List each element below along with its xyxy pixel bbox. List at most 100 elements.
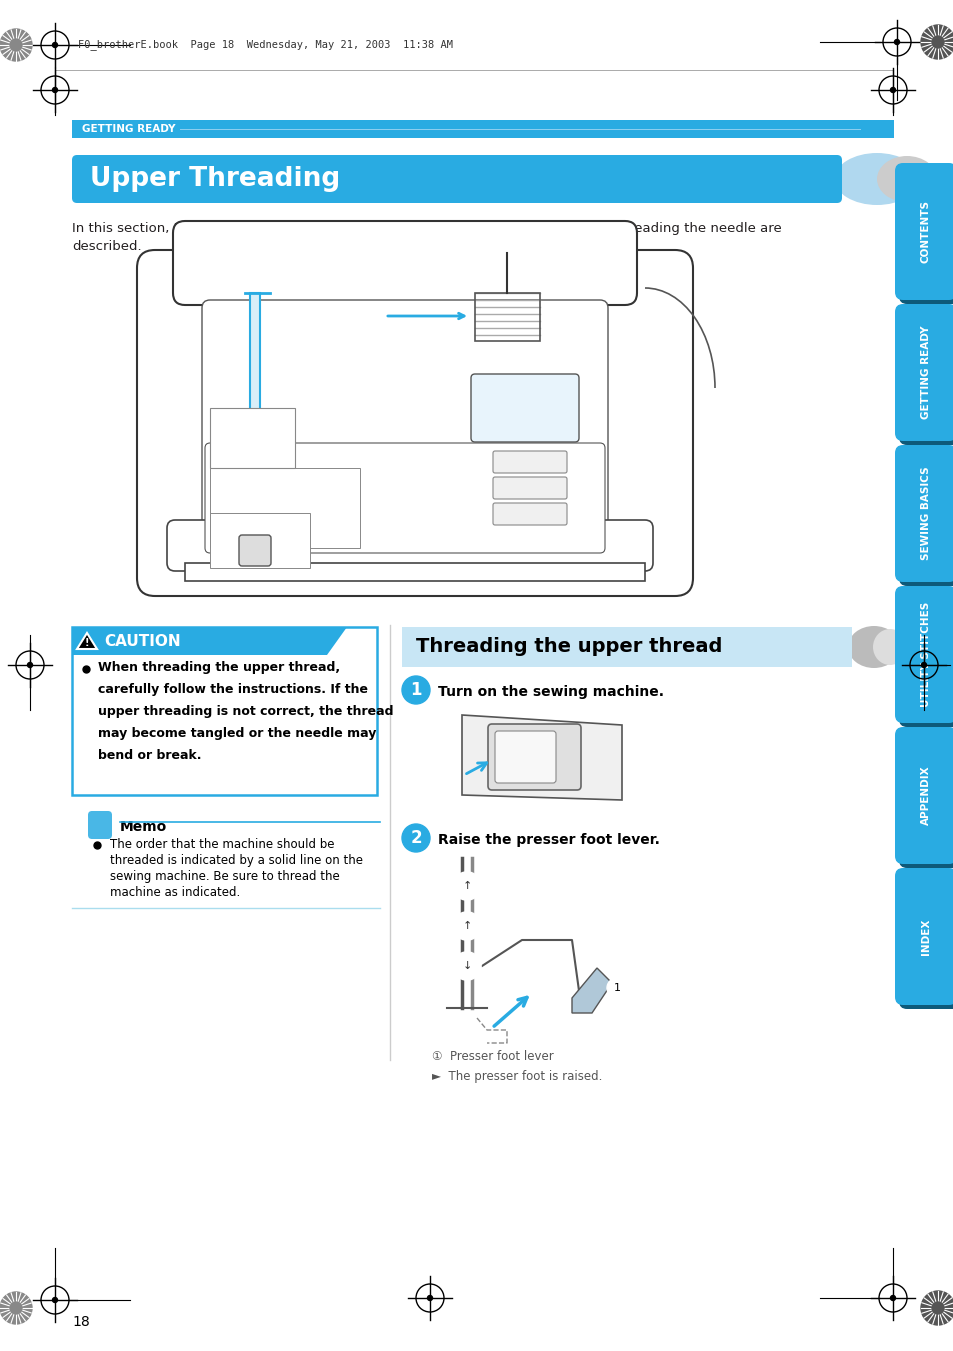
Text: The order that the machine should be: The order that the machine should be <box>110 838 335 851</box>
FancyBboxPatch shape <box>239 535 271 566</box>
Polygon shape <box>77 634 97 648</box>
FancyBboxPatch shape <box>898 308 953 444</box>
Text: ↑: ↑ <box>462 881 471 892</box>
FancyBboxPatch shape <box>894 867 953 1005</box>
Text: Memo: Memo <box>120 820 167 834</box>
Text: upper threading is not correct, the thread: upper threading is not correct, the thre… <box>98 705 393 717</box>
FancyBboxPatch shape <box>493 477 566 499</box>
Circle shape <box>0 28 32 61</box>
Text: !: ! <box>85 638 90 648</box>
FancyBboxPatch shape <box>488 724 580 790</box>
Text: may become tangled or the needle may: may become tangled or the needle may <box>98 727 376 740</box>
Text: CONTENTS: CONTENTS <box>920 200 930 263</box>
Text: described.: described. <box>71 240 141 253</box>
Text: 1: 1 <box>410 681 421 698</box>
Text: F0_brotherE.book  Page 18  Wednesday, May 21, 2003  11:38 AM: F0_brotherE.book Page 18 Wednesday, May … <box>78 39 453 50</box>
Text: Threading the upper thread: Threading the upper thread <box>416 638 721 657</box>
FancyBboxPatch shape <box>894 444 953 582</box>
Text: machine as indicated.: machine as indicated. <box>110 886 240 898</box>
Bar <box>210 408 294 467</box>
Bar <box>210 513 310 567</box>
Text: INDEX: INDEX <box>920 919 930 955</box>
Ellipse shape <box>847 626 899 667</box>
Text: CAUTION: CAUTION <box>104 634 180 648</box>
FancyBboxPatch shape <box>202 300 607 546</box>
Bar <box>401 627 851 667</box>
Ellipse shape <box>834 153 919 205</box>
Circle shape <box>52 88 57 92</box>
Bar <box>210 467 359 549</box>
Bar <box>475 293 539 340</box>
FancyBboxPatch shape <box>493 503 566 526</box>
Circle shape <box>566 345 582 361</box>
Polygon shape <box>71 627 347 655</box>
Bar <box>71 120 893 138</box>
FancyBboxPatch shape <box>898 731 953 867</box>
Text: 1: 1 <box>613 984 619 993</box>
Circle shape <box>10 1302 22 1315</box>
Circle shape <box>920 1292 953 1325</box>
Text: SEWING BASICS: SEWING BASICS <box>920 466 930 561</box>
Circle shape <box>0 1292 32 1324</box>
Text: GETTING READY: GETTING READY <box>920 326 930 419</box>
FancyBboxPatch shape <box>894 586 953 723</box>
Ellipse shape <box>876 155 936 203</box>
Circle shape <box>557 335 593 372</box>
FancyBboxPatch shape <box>898 871 953 1009</box>
FancyBboxPatch shape <box>493 451 566 473</box>
Bar <box>71 627 376 794</box>
FancyBboxPatch shape <box>137 250 692 596</box>
Bar <box>185 563 644 581</box>
Circle shape <box>453 912 480 940</box>
Circle shape <box>52 1297 57 1302</box>
Circle shape <box>921 662 925 667</box>
Circle shape <box>401 676 430 704</box>
Bar <box>250 293 260 458</box>
Text: In this section, the procedures for positioning the spool for the upper thread a: In this section, the procedures for posi… <box>71 222 781 235</box>
Circle shape <box>889 1296 895 1301</box>
FancyBboxPatch shape <box>88 811 112 839</box>
Text: ↑: ↑ <box>462 921 471 931</box>
FancyBboxPatch shape <box>894 163 953 300</box>
Circle shape <box>401 824 430 852</box>
Circle shape <box>453 871 480 900</box>
Circle shape <box>894 39 899 45</box>
FancyBboxPatch shape <box>495 731 556 784</box>
FancyBboxPatch shape <box>898 590 953 727</box>
Text: threaded is indicated by a solid line on the: threaded is indicated by a solid line on… <box>110 854 363 867</box>
Text: When threading the upper thread,: When threading the upper thread, <box>98 661 340 674</box>
Circle shape <box>931 36 943 49</box>
Text: ►  The presser foot is raised.: ► The presser foot is raised. <box>432 1070 601 1084</box>
FancyBboxPatch shape <box>172 222 637 305</box>
FancyBboxPatch shape <box>898 168 953 304</box>
Text: 18: 18 <box>71 1315 90 1329</box>
Text: bend or break.: bend or break. <box>98 748 201 762</box>
Circle shape <box>889 88 895 92</box>
Text: APPENDIX: APPENDIX <box>920 766 930 825</box>
Circle shape <box>427 1296 432 1301</box>
Circle shape <box>453 952 480 979</box>
FancyBboxPatch shape <box>205 443 604 553</box>
Circle shape <box>52 42 57 47</box>
FancyBboxPatch shape <box>894 304 953 440</box>
Polygon shape <box>461 715 621 800</box>
Text: 2: 2 <box>410 830 421 847</box>
Circle shape <box>28 662 32 667</box>
FancyBboxPatch shape <box>167 520 652 571</box>
Polygon shape <box>572 969 612 1013</box>
Text: Upper Threading: Upper Threading <box>90 166 340 192</box>
FancyBboxPatch shape <box>471 374 578 442</box>
Text: UTILITY STITCHES: UTILITY STITCHES <box>920 603 930 707</box>
Text: ↓: ↓ <box>462 961 471 971</box>
Text: Turn on the sewing machine.: Turn on the sewing machine. <box>437 685 663 698</box>
Circle shape <box>606 978 626 998</box>
Text: GETTING READY: GETTING READY <box>82 124 175 134</box>
FancyBboxPatch shape <box>898 449 953 586</box>
Text: ①  Presser foot lever: ① Presser foot lever <box>432 1050 553 1063</box>
Ellipse shape <box>872 630 906 665</box>
Circle shape <box>931 1302 943 1315</box>
Circle shape <box>920 26 953 59</box>
Text: sewing machine. Be sure to thread the: sewing machine. Be sure to thread the <box>110 870 339 884</box>
Text: Raise the presser foot lever.: Raise the presser foot lever. <box>437 834 659 847</box>
FancyBboxPatch shape <box>894 727 953 865</box>
